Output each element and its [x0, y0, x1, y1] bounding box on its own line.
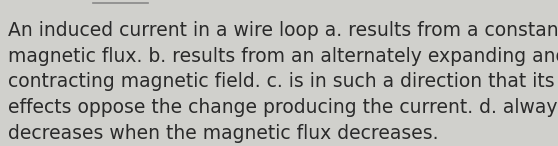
Text: An induced current in a wire loop a. results from a constant
magnetic flux. b. r: An induced current in a wire loop a. res… [8, 21, 558, 143]
